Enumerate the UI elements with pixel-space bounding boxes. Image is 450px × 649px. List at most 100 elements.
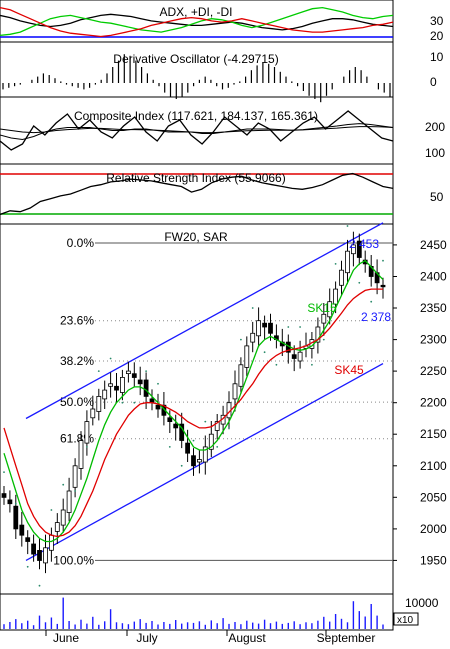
adx-panel: ADX, +DI, -DI 30 20 [0,0,444,43]
sar-dot [14,502,17,505]
candle-body [380,284,386,288]
candle-body [120,376,125,393]
price-tick-label: 2150 [420,427,447,441]
rsi-series-line-0 [0,172,394,216]
x-axis-label: June [53,631,79,645]
do-bars-group [2,54,391,103]
candle-body [345,250,350,274]
sma-fast-line [3,259,384,543]
candle-body [196,459,202,463]
sar-dot [240,338,242,341]
sar-dot [322,338,325,341]
do-title: Derivative Oscillator (-4.29715) [113,52,278,66]
rsi-tick-50: 50 [430,190,444,204]
x-axis-label: July [136,631,157,645]
price-title: FW20, SAR [164,230,228,244]
fib-level-label: 100.0% [53,553,94,567]
moving-averages [3,259,384,543]
price-tick-label: 2350 [420,301,447,315]
sar-dot [251,307,254,309]
candle-body [191,455,196,467]
sar-dot [358,281,361,284]
trend-channel [25,222,384,561]
sar-dot [168,446,171,448]
price-tick-label: 2050 [420,490,447,504]
sar-dot [311,363,313,366]
price-tick-label: 2250 [420,364,447,378]
candle-body [72,465,78,488]
sar-dot [346,225,349,227]
rsi-title: Relative Strength Index (55.9066) [106,171,285,185]
candle-body [202,446,208,463]
candle-body [13,505,19,530]
candle-body [102,389,108,400]
adx-tick-30: 30 [430,14,444,28]
sar-dot [180,464,183,467]
ci-title: Composite Index (117.621, 184.137, 165.3… [74,109,318,123]
sar-dot [334,263,337,265]
sar-dot [26,565,29,568]
sar-dot [192,439,195,442]
candle-body [185,442,191,454]
price-tick-label: 2400 [420,270,447,284]
candle-body [31,543,37,555]
candle-body [54,522,60,532]
fib-level-label: 0.0% [67,236,95,250]
candle-body [84,421,90,444]
candle-body [90,408,96,419]
fib-level-label: 50.0% [60,395,94,409]
sar-dot [121,401,124,404]
price-panel: 0.0%23.6%38.2%50.0%61.8%100.0% 245024002… [0,222,447,595]
sar-dot [228,427,230,429]
sar-dot [216,446,219,448]
sma-slow-label: SK45 [334,363,364,377]
fib-level-label: 23.6% [60,314,94,328]
adx-tick-20: 20 [430,29,444,43]
candle-body [167,417,173,422]
sar-dot [97,370,100,372]
candle-body [350,244,356,255]
sar-dot [86,446,88,448]
volume-panel: 10000 x10 [0,593,439,631]
sma-slow-line [3,288,383,538]
composite-index-panel: Composite Index (117.621, 184.137, 165.3… [0,96,445,165]
candle-body [321,313,327,324]
candle-body [268,322,273,334]
sar-dot [133,401,136,404]
fib-level-label: 38.2% [60,354,94,368]
candle-body [297,351,303,362]
price-tick-label: 2100 [420,459,447,473]
price-tick-label: 2200 [420,396,447,410]
candle-body [108,383,113,387]
candle-body [208,433,214,450]
do-tick-0: 0 [430,75,437,89]
candle-body [155,404,161,410]
candle-body [262,322,268,328]
high-annotation: 2 453 [349,237,379,251]
x-axis-label: August [228,631,266,645]
channel-upper-line [25,222,384,420]
candle-body [315,326,321,343]
ci-tick-200: 200 [425,120,445,134]
volume-tick: 10000 [405,596,439,610]
price-tick-label: 1950 [420,553,447,567]
sar-dot [299,326,301,328]
candle-body [66,490,72,513]
adx-series-line-1 [0,6,394,37]
candle-body [114,385,119,391]
ci-series-group [0,110,394,151]
price-tick-label: 2000 [420,522,447,536]
candle-body [256,320,262,337]
sar-dot [3,471,5,473]
do-tick-10: 10 [430,50,444,64]
price-axis-ticks: 2450 2400 2350 2300 2250 2200 2150 2100 2050 2000… [393,238,447,567]
sar-dot [62,483,65,486]
candle-body [238,364,244,387]
volume-frame [0,593,394,631]
sar-dot [263,351,266,354]
candle-body [333,288,339,305]
candle-body [60,509,66,526]
rsi-series-group [0,172,394,216]
sar-dot [109,357,112,360]
candle-body [291,354,297,359]
